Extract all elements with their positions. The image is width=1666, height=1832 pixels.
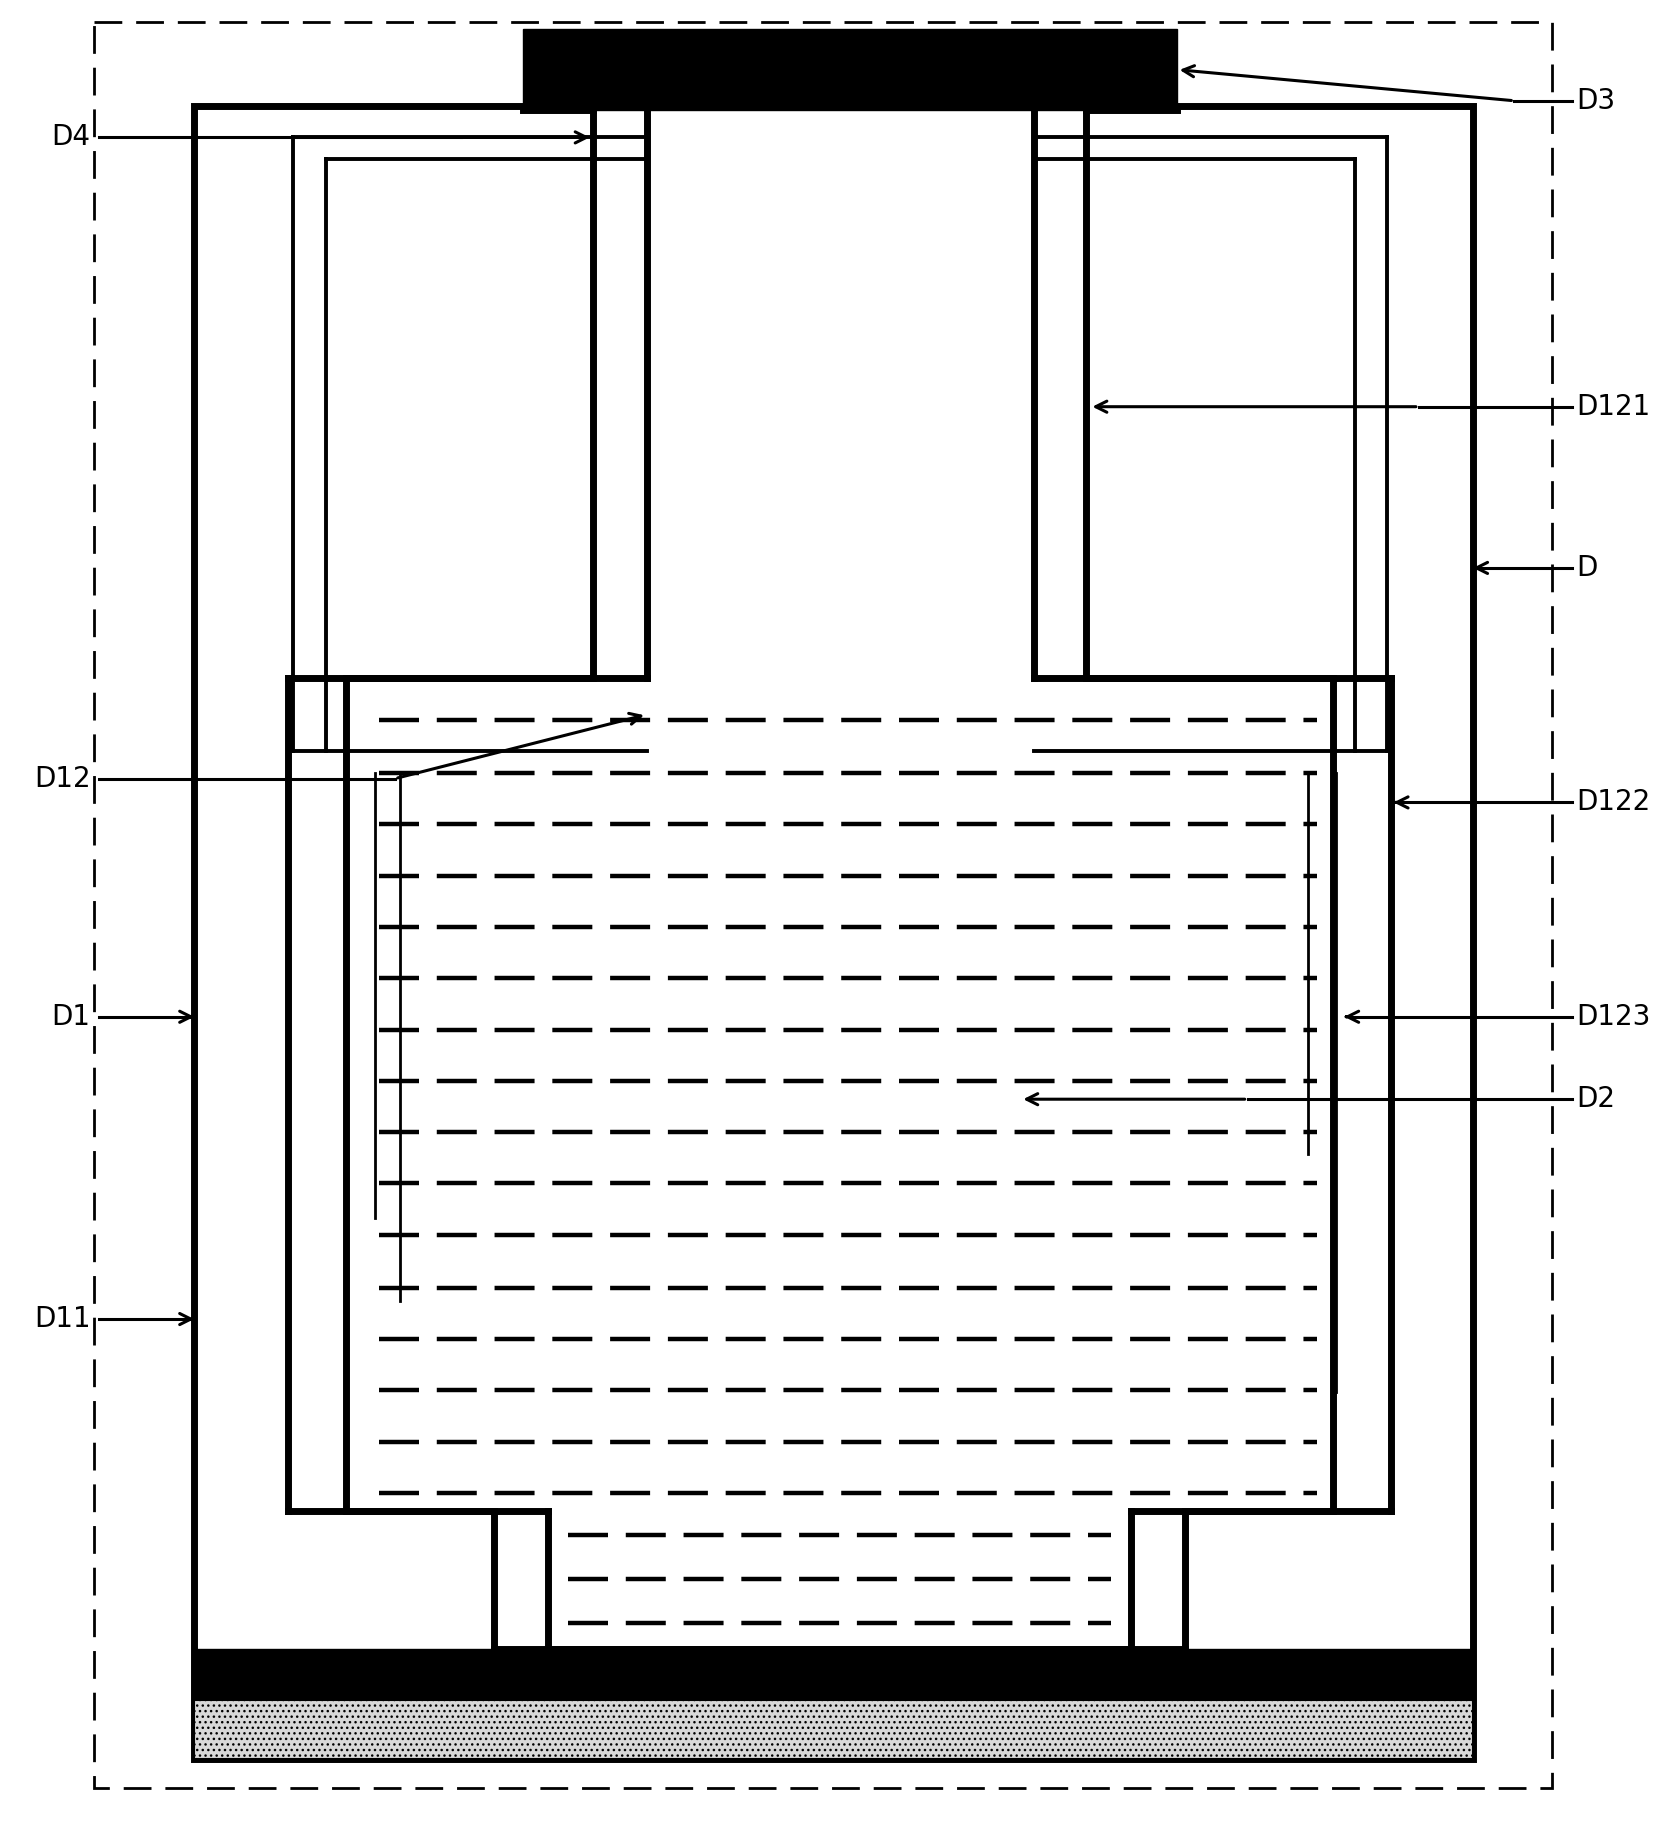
- Polygon shape: [195, 1700, 1473, 1759]
- Text: D: D: [1576, 553, 1598, 583]
- Text: D1: D1: [52, 1002, 90, 1031]
- Text: D122: D122: [1576, 788, 1651, 817]
- Polygon shape: [523, 29, 1176, 110]
- Text: D12: D12: [33, 764, 90, 793]
- Text: D121: D121: [1576, 392, 1651, 421]
- Text: D2: D2: [1576, 1085, 1616, 1114]
- Text: D123: D123: [1576, 1002, 1651, 1031]
- Text: D3: D3: [1576, 86, 1616, 115]
- Text: D4: D4: [52, 123, 90, 152]
- Polygon shape: [195, 1649, 1473, 1700]
- Text: D11: D11: [33, 1304, 90, 1334]
